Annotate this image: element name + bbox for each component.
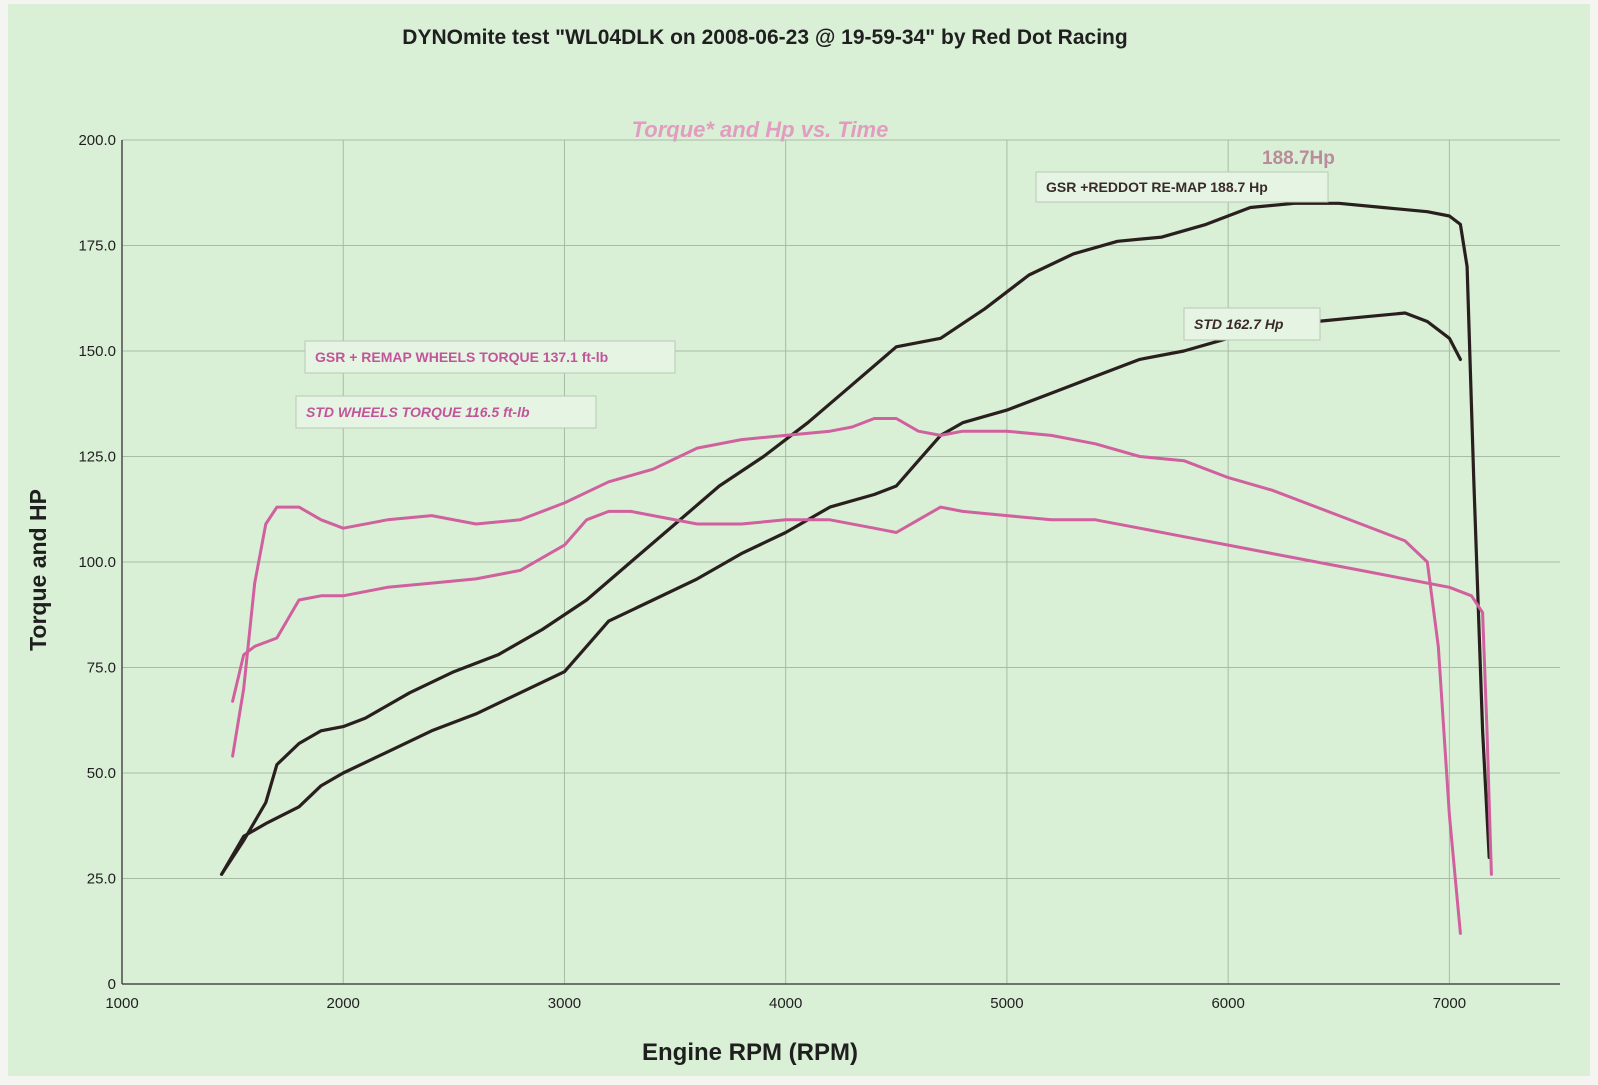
x-tick-label-5: 6000: [1211, 995, 1244, 1012]
chart-subtitle: Torque* and Hp vs. Time: [632, 117, 889, 142]
series-line-3: [231, 505, 1493, 876]
annotation-box-1: [1183, 307, 1321, 341]
chart-title: DYNOmite test "WL04DLK on 2008-06-23 @ 1…: [402, 26, 1127, 49]
annotation-box-0: [1035, 171, 1329, 203]
annotation-text-1: STD 162.7 Hp: [1194, 316, 1284, 332]
y-tick-label-7: 175.0: [78, 238, 116, 255]
annotation-text-0: GSR +REDDOT RE-MAP 188.7 Hp: [1046, 179, 1268, 195]
annotation-box-3: [295, 395, 597, 429]
x-axis-label: Engine RPM (RPM): [642, 1039, 858, 1066]
series-line-2: [231, 417, 1462, 935]
y-tick-label-3: 75.0: [87, 660, 116, 677]
annotation-box-2: [304, 340, 676, 374]
annotation-text-2: GSR + REMAP WHEELS TORQUE 137.1 ft-lb: [315, 349, 608, 365]
chart-paper: [8, 4, 1590, 1076]
x-tick-label-3: 4000: [769, 995, 802, 1012]
y-tick-label-4: 100.0: [78, 554, 116, 571]
y-axis-label: Torque and HP: [25, 489, 51, 651]
x-tick-label-0: 1000: [105, 995, 138, 1012]
y-tick-label-8: 200.0: [78, 132, 116, 149]
x-tick-label-2: 3000: [548, 995, 581, 1012]
x-tick-label-6: 7000: [1433, 995, 1466, 1012]
y-tick-label-1: 25.0: [87, 871, 116, 888]
tick-labels: 0 25.0 50.0 75.0 100.0 125.0 150.0 175.0 200.0 10…: [78, 132, 1466, 1012]
y-tick-label-0: 0: [108, 976, 116, 993]
axes: [121, 140, 1560, 985]
annotation-text-4: 188.7Hp: [1262, 148, 1335, 169]
y-tick-label-5: 125.0: [78, 449, 116, 466]
series-line-0: [220, 201, 1491, 876]
annotations: GSR +REDDOT RE-MAP 188.7 Hp STD 162.7 Hp G…: [295, 148, 1335, 429]
x-tick-label-1: 2000: [327, 995, 360, 1012]
x-tick-label-4: 5000: [990, 995, 1023, 1012]
y-tick-label-6: 150.0: [78, 343, 116, 360]
y-tick-label-2: 50.0: [87, 765, 116, 782]
grid-lines: [121, 139, 1560, 985]
annotation-text-3: STD WHEELS TORQUE 116.5 ft-lb: [306, 404, 530, 420]
